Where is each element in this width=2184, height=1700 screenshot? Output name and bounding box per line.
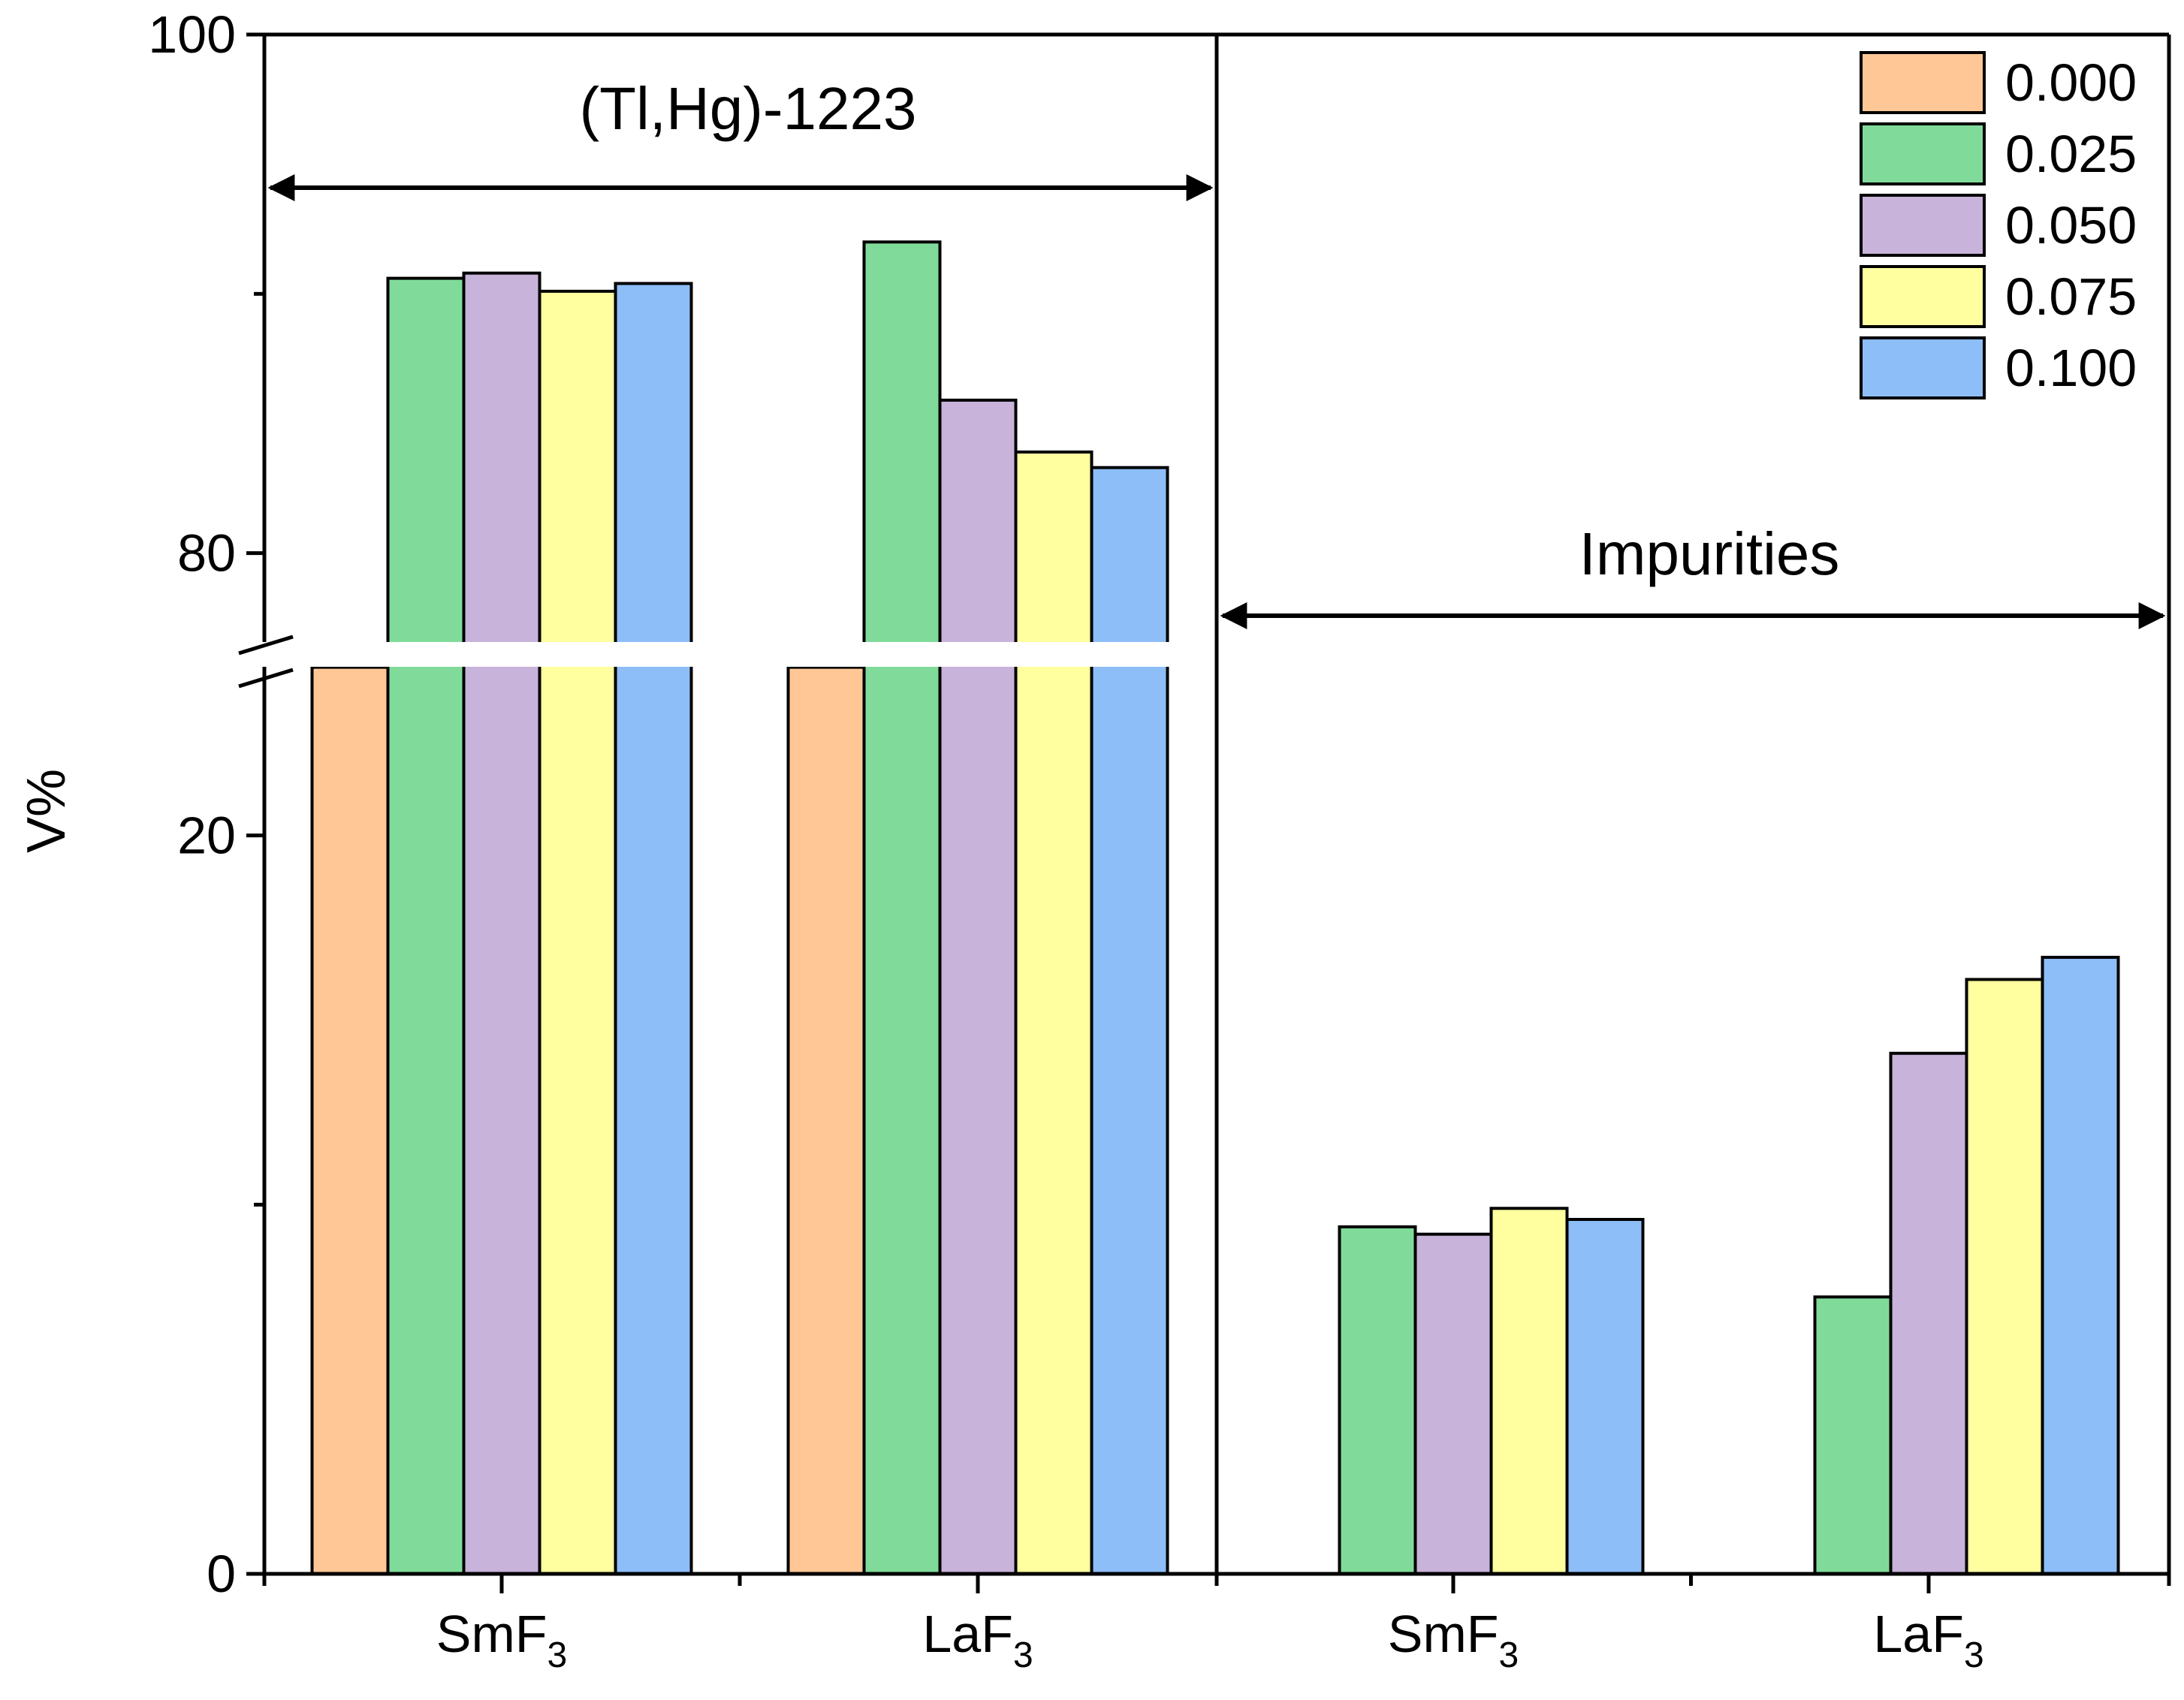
x-tick-label: LaF3 <box>1873 1605 1983 1675</box>
bar-4-series-0.100 <box>2041 955 2120 1575</box>
legend-label: 0.050 <box>2005 196 2137 255</box>
bar-3-series-0.050 <box>1413 1232 1493 1575</box>
bars-layer <box>310 240 2120 1576</box>
bar-2-series-0.000 <box>786 665 866 1576</box>
bar-1-series-0.075 <box>538 289 617 1575</box>
x-tick-label-subscript: 3 <box>1964 1635 1984 1675</box>
axis-break-gap <box>234 642 1217 667</box>
x-tick-label: SmF3 <box>436 1605 567 1675</box>
legend-swatch-0.100 <box>1860 336 1986 399</box>
bar-2-series-0.025 <box>862 240 942 1575</box>
x-tick-label-subscript: 3 <box>1499 1635 1519 1675</box>
x-tick-label-base: LaF <box>922 1605 1013 1663</box>
legend-swatch-0.025 <box>1860 122 1986 185</box>
y-tick-label: 20 <box>177 806 236 865</box>
bar-3-series-0.100 <box>1565 1218 1645 1575</box>
x-tick-label: LaF3 <box>922 1605 1033 1675</box>
axis-break-slash-top <box>238 634 294 656</box>
annotations-layer: (Tl,Hg)-1223 Impurities <box>267 75 2166 629</box>
x-tick-label-base: SmF <box>436 1605 548 1663</box>
panel-label-impurities: Impurities <box>1579 520 1840 587</box>
x-tick-label: SmF3 <box>1388 1605 1519 1675</box>
x-tick-label-subscript: 3 <box>1013 1635 1033 1675</box>
legend-label: 0.100 <box>2005 339 2137 397</box>
bar-3-series-0.075 <box>1489 1207 1569 1575</box>
legend: 0.000 0.025 0.050 0.075 0.100 <box>1860 51 2137 399</box>
y-tick-label: 80 <box>177 524 236 583</box>
bar-2-series-0.100 <box>1090 466 1169 1575</box>
y-axis-label: V% <box>17 769 77 853</box>
legend-label: 0.000 <box>2005 53 2137 112</box>
legend-label: 0.075 <box>2005 267 2137 326</box>
bar-1-series-0.000 <box>310 665 390 1576</box>
legend-label: 0.025 <box>2005 125 2137 183</box>
bar-4-series-0.075 <box>1965 978 2044 1575</box>
x-tick-label-subscript: 3 <box>548 1635 568 1675</box>
legend-swatch-0.075 <box>1860 265 1986 328</box>
panel-label-tl-hg-1223: (Tl,Hg)-1223 <box>579 75 916 142</box>
legend-swatch-0.000 <box>1860 51 1986 114</box>
legend-swatch-0.050 <box>1860 194 1986 257</box>
bar-1-series-0.025 <box>386 276 466 1576</box>
bar-3-series-0.025 <box>1338 1225 1417 1576</box>
x-tick-label-base: SmF <box>1388 1605 1499 1663</box>
bar-2-series-0.050 <box>938 398 1018 1575</box>
x-tick-label-base: LaF <box>1873 1605 1964 1663</box>
bar-4-series-0.050 <box>1889 1051 1968 1575</box>
bar-1-series-0.050 <box>462 271 541 1575</box>
bar-2-series-0.075 <box>1014 450 1094 1575</box>
y-tick-label: 0 <box>207 1545 236 1603</box>
y-tick-label: 100 <box>148 5 236 64</box>
bar-1-series-0.100 <box>614 282 693 1575</box>
bar-4-series-0.025 <box>1813 1295 1893 1575</box>
